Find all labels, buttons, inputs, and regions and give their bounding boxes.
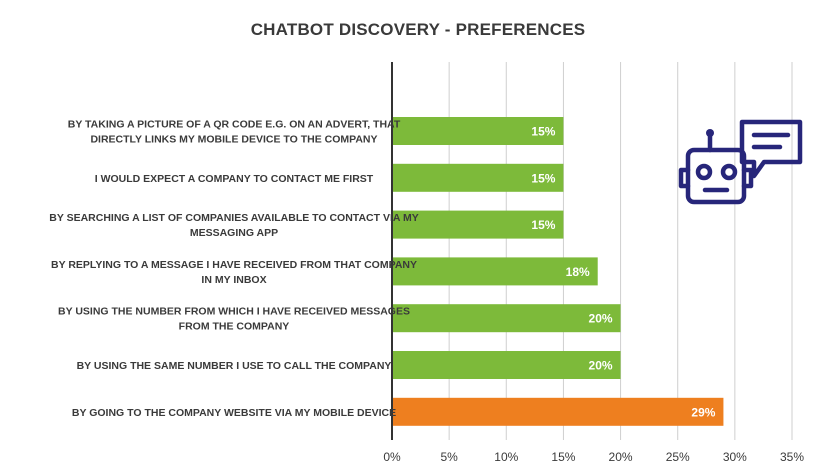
x-tick-label: 15% bbox=[551, 450, 575, 464]
bar bbox=[393, 163, 564, 192]
bar bbox=[393, 304, 621, 333]
bar bbox=[393, 117, 564, 145]
category-label: DIRECTLY LINKS MY MOBILE DEVICE TO THE C… bbox=[90, 134, 377, 146]
data-label: 20% bbox=[589, 359, 613, 373]
category-label: IN MY INBOX bbox=[201, 274, 266, 286]
chatbot-icon bbox=[678, 119, 803, 205]
category-label: FROM THE COMPANY bbox=[179, 321, 290, 333]
data-label: 20% bbox=[589, 312, 613, 326]
x-tick-label: 5% bbox=[440, 450, 458, 464]
data-label: 15% bbox=[531, 125, 555, 139]
bar bbox=[393, 351, 621, 379]
category-label: BY TAKING A PICTURE OF A QR CODE E.G. ON… bbox=[68, 119, 401, 131]
category-label: BY REPLYING TO A MESSAGE I HAVE RECEIVED… bbox=[51, 259, 417, 271]
x-tick-label: 0% bbox=[383, 450, 401, 464]
data-label: 15% bbox=[531, 218, 555, 232]
x-tick-label: 20% bbox=[609, 450, 633, 464]
data-label: 18% bbox=[566, 265, 590, 279]
x-tick-label: 10% bbox=[494, 450, 518, 464]
category-label: MESSAGING APP bbox=[190, 227, 278, 239]
data-label: 15% bbox=[531, 171, 555, 185]
x-tick-labels: 0% 5% 10% 15% 20% 25% 30% 35% bbox=[383, 450, 804, 464]
category-label: BY GOING TO THE COMPANY WEBSITE VIA MY M… bbox=[72, 407, 396, 419]
category-label: I WOULD EXPECT A COMPANY TO CONTACT ME F… bbox=[95, 173, 374, 185]
x-tick-label: 35% bbox=[780, 450, 804, 464]
category-label: BY USING THE NUMBER FROM WHICH I HAVE RE… bbox=[58, 306, 410, 318]
x-tick-label: 25% bbox=[666, 450, 690, 464]
category-labels: BY TAKING A PICTURE OF A QR CODE E.G. ON… bbox=[49, 119, 418, 419]
x-tick-label: 30% bbox=[723, 450, 747, 464]
bars: 15% 15% 15% 18% 20% 20% 29% bbox=[393, 117, 724, 426]
data-label: 29% bbox=[691, 405, 715, 419]
bar bbox=[393, 257, 598, 286]
chart-title: CHATBOT DISCOVERY - PREFERENCES bbox=[250, 20, 586, 39]
bar bbox=[393, 397, 724, 426]
category-label: BY SEARCHING A LIST OF COMPANIES AVAILAB… bbox=[49, 212, 418, 224]
category-label: BY USING THE SAME NUMBER I USE TO CALL T… bbox=[77, 360, 392, 372]
bar bbox=[393, 210, 564, 239]
